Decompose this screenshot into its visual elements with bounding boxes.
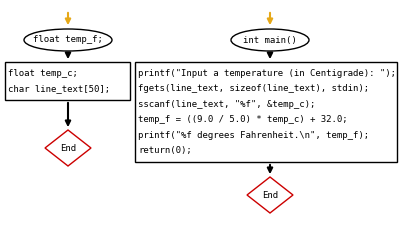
Text: float temp_c;: float temp_c; — [8, 69, 78, 78]
Text: int main(): int main() — [243, 36, 296, 45]
Text: fgets(line_text, sizeof(line_text), stdin);: fgets(line_text, sizeof(line_text), stdi… — [138, 85, 368, 93]
Text: sscanf(line_text, "%f", &temp_c);: sscanf(line_text, "%f", &temp_c); — [138, 100, 315, 109]
Bar — [135, 62, 396, 162]
Ellipse shape — [24, 29, 112, 51]
Text: printf("%f degrees Fahrenheit.\n", temp_f);: printf("%f degrees Fahrenheit.\n", temp_… — [138, 131, 368, 140]
Text: End: End — [60, 144, 76, 152]
Text: char line_text[50];: char line_text[50]; — [8, 84, 110, 93]
Polygon shape — [45, 130, 91, 166]
Text: return(0);: return(0); — [138, 146, 191, 155]
Ellipse shape — [231, 29, 308, 51]
Text: float temp_f;: float temp_f; — [33, 36, 103, 45]
Text: printf("Input a temperature (in Centigrade): ");: printf("Input a temperature (in Centigra… — [138, 69, 395, 78]
Text: End: End — [261, 191, 277, 199]
Text: temp_f = ((9.0 / 5.0) * temp_c) + 32.0;: temp_f = ((9.0 / 5.0) * temp_c) + 32.0; — [138, 115, 347, 124]
Polygon shape — [246, 177, 292, 213]
Bar — [5, 62, 130, 100]
